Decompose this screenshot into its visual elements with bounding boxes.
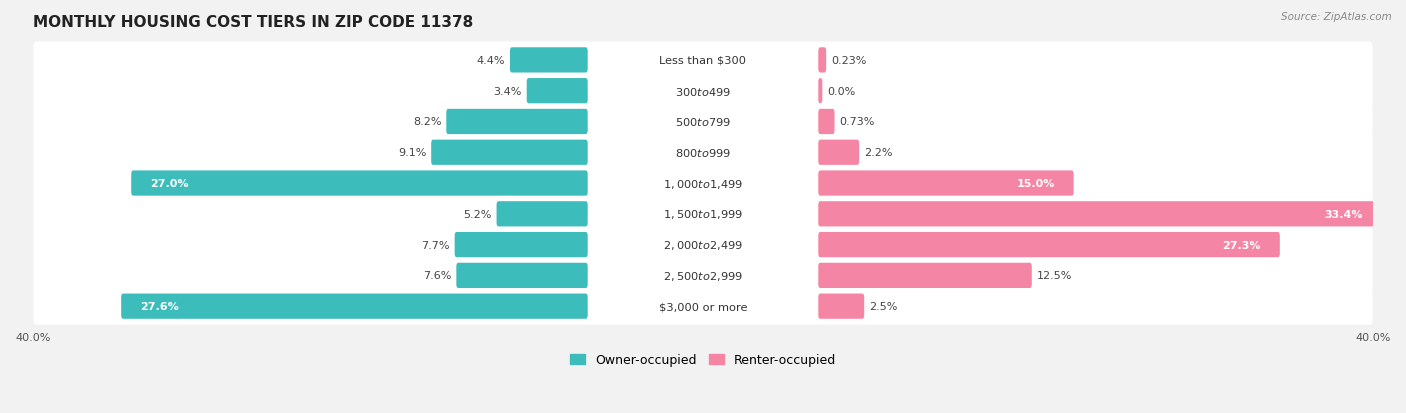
FancyBboxPatch shape (446, 109, 588, 135)
FancyBboxPatch shape (432, 140, 588, 166)
Text: $800 to $999: $800 to $999 (675, 147, 731, 159)
Text: 33.4%: 33.4% (1324, 209, 1364, 219)
FancyBboxPatch shape (818, 294, 865, 319)
Text: $3,000 or more: $3,000 or more (659, 301, 747, 311)
Text: 7.6%: 7.6% (423, 271, 451, 281)
Text: 12.5%: 12.5% (1036, 271, 1071, 281)
Text: 3.4%: 3.4% (494, 86, 522, 97)
Legend: Owner-occupied, Renter-occupied: Owner-occupied, Renter-occupied (565, 349, 841, 372)
Text: $2,500 to $2,999: $2,500 to $2,999 (664, 269, 742, 282)
Text: 27.3%: 27.3% (1223, 240, 1261, 250)
FancyBboxPatch shape (34, 165, 1372, 202)
FancyBboxPatch shape (34, 227, 1372, 263)
FancyBboxPatch shape (34, 73, 1372, 110)
Text: $300 to $499: $300 to $499 (675, 85, 731, 97)
Text: 0.0%: 0.0% (827, 86, 855, 97)
FancyBboxPatch shape (34, 135, 1372, 171)
Text: 0.73%: 0.73% (839, 117, 875, 127)
FancyBboxPatch shape (818, 109, 835, 135)
Text: Less than $300: Less than $300 (659, 56, 747, 66)
FancyBboxPatch shape (131, 171, 588, 196)
FancyBboxPatch shape (34, 288, 1372, 325)
Text: 7.7%: 7.7% (422, 240, 450, 250)
Text: 8.2%: 8.2% (413, 117, 441, 127)
FancyBboxPatch shape (818, 48, 827, 74)
FancyBboxPatch shape (510, 48, 588, 74)
FancyBboxPatch shape (457, 263, 588, 288)
FancyBboxPatch shape (527, 79, 588, 104)
FancyBboxPatch shape (818, 233, 1279, 258)
FancyBboxPatch shape (818, 202, 1382, 227)
Text: 0.23%: 0.23% (831, 56, 866, 66)
FancyBboxPatch shape (818, 79, 823, 104)
FancyBboxPatch shape (34, 257, 1372, 294)
Text: 27.6%: 27.6% (141, 301, 179, 311)
Text: $1,000 to $1,499: $1,000 to $1,499 (664, 177, 742, 190)
Text: 5.2%: 5.2% (464, 209, 492, 219)
FancyBboxPatch shape (34, 42, 1372, 79)
FancyBboxPatch shape (818, 171, 1074, 196)
Text: 4.4%: 4.4% (477, 56, 505, 66)
FancyBboxPatch shape (121, 294, 588, 319)
FancyBboxPatch shape (818, 140, 859, 166)
Text: MONTHLY HOUSING COST TIERS IN ZIP CODE 11378: MONTHLY HOUSING COST TIERS IN ZIP CODE 1… (32, 15, 472, 30)
FancyBboxPatch shape (454, 233, 588, 258)
Text: $500 to $799: $500 to $799 (675, 116, 731, 128)
Text: $1,500 to $1,999: $1,500 to $1,999 (664, 208, 742, 221)
FancyBboxPatch shape (34, 104, 1372, 140)
Text: 27.0%: 27.0% (150, 178, 188, 189)
Text: 15.0%: 15.0% (1017, 178, 1054, 189)
Text: 2.2%: 2.2% (863, 148, 893, 158)
Text: $2,000 to $2,499: $2,000 to $2,499 (664, 239, 742, 252)
FancyBboxPatch shape (818, 263, 1032, 288)
FancyBboxPatch shape (496, 202, 588, 227)
Text: Source: ZipAtlas.com: Source: ZipAtlas.com (1281, 12, 1392, 22)
Text: 2.5%: 2.5% (869, 301, 897, 311)
Text: 9.1%: 9.1% (398, 148, 426, 158)
FancyBboxPatch shape (34, 196, 1372, 233)
